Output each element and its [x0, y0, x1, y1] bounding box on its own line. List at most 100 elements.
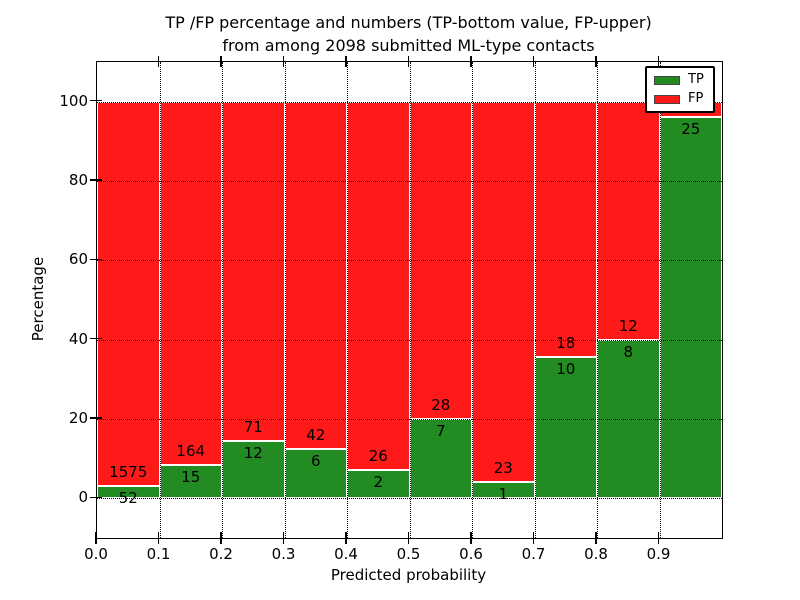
fp-count-label: 28 — [431, 396, 451, 414]
chart-title-line2: from among 2098 submitted ML-type contac… — [222, 36, 595, 55]
bar-segment-tp — [597, 339, 660, 499]
x-tick-label: 0.5 — [396, 545, 421, 563]
fp-count-label: 42 — [306, 425, 326, 444]
fp-count-label: 12 — [618, 316, 638, 335]
horizontal-gridline — [97, 101, 722, 103]
horizontal-gridline — [97, 419, 722, 420]
x-axis-label: Predicted probability — [330, 566, 487, 584]
fp-count-label: 26 — [368, 447, 388, 466]
horizontal-gridline — [97, 181, 722, 182]
legend-item-tp: TP — [654, 73, 706, 87]
tp-count-label: 52 — [118, 488, 138, 507]
legend-label: FP — [688, 91, 704, 106]
y-tick-label: 80 — [68, 171, 88, 189]
bar-segment-tp — [222, 440, 285, 499]
chart-title-line1: TP /FP percentage and numbers (TP-bottom… — [165, 13, 652, 32]
vertical-gridline — [472, 62, 473, 538]
horizontal-gridline — [97, 498, 722, 500]
x-tick-label: 0.9 — [646, 545, 671, 563]
x-tick-label: 0.7 — [521, 545, 546, 563]
x-tick-mark — [407, 532, 410, 544]
x-tick-label: 0.0 — [84, 545, 108, 563]
y-tick-label: 0 — [78, 488, 88, 507]
horizontal-gridline — [97, 260, 722, 262]
tp-count-label: 12 — [243, 443, 263, 462]
bar-segment-fp — [284, 101, 347, 449]
x-tick-mark-top — [345, 56, 347, 67]
x-tick-label: 0.6 — [459, 545, 483, 563]
vertical-gridline — [284, 62, 286, 538]
y-tick-mark — [90, 99, 102, 102]
x-tick-mark-top — [157, 56, 160, 67]
fp-count-label: 23 — [493, 458, 513, 477]
vertical-gridline — [409, 62, 411, 538]
legend-label: TP — [688, 72, 704, 87]
x-tick-mark-top — [532, 56, 535, 67]
legend-swatch-tp — [654, 75, 680, 85]
x-tick-mark — [657, 532, 660, 544]
y-tick-mark — [90, 258, 102, 261]
x-tick-label: 0.1 — [146, 545, 171, 563]
tp-count-label: 7 — [435, 422, 446, 440]
bar-segment-fp — [534, 101, 597, 357]
y-tick-label: 40 — [68, 329, 88, 348]
x-tick-mark — [95, 532, 97, 544]
tp-count-label: 8 — [623, 342, 634, 361]
bar-segment-fp — [159, 101, 222, 465]
x-tick-mark — [220, 532, 222, 544]
fp-count-label: 71 — [243, 417, 263, 436]
vertical-gridline — [597, 62, 598, 538]
bar-segment-fp — [472, 101, 535, 482]
x-tick-mark-top — [282, 56, 285, 67]
y-tick-label: 100 — [59, 91, 88, 110]
bar-segment-fp — [347, 101, 410, 471]
chart-title: TP /FP percentage and numbers (TP-bottom… — [96, 11, 721, 57]
legend: TP FP — [645, 66, 715, 113]
x-tick-mark-top — [470, 56, 472, 67]
x-tick-mark-top — [220, 56, 222, 67]
vertical-gridline — [222, 62, 223, 538]
bar-segment-tp — [159, 465, 222, 499]
fp-count-label: 164 — [176, 442, 206, 460]
fp-count-label: 1575 — [109, 462, 148, 481]
vertical-gridline — [659, 62, 661, 538]
x-tick-mark — [470, 532, 472, 544]
tp-count-label: 10 — [556, 359, 576, 378]
bar-segment-tp — [97, 485, 160, 499]
tp-count-label: 25 — [681, 119, 701, 138]
bar-segment-tp — [659, 116, 722, 499]
x-tick-mark-top — [595, 56, 597, 67]
bar-segment-fp — [222, 101, 285, 441]
y-axis-label: Percentage — [29, 256, 47, 342]
x-tick-mark-top — [657, 56, 660, 67]
x-tick-label: 0.8 — [584, 545, 608, 563]
x-tick-mark — [157, 532, 160, 544]
x-tick-label: 0.4 — [334, 545, 358, 563]
tp-count-label: 15 — [181, 468, 201, 486]
x-tick-mark — [282, 532, 285, 544]
x-tick-mark-top — [407, 56, 410, 67]
bar-segment-fp — [597, 101, 660, 340]
y-tick-label: 60 — [68, 250, 88, 269]
x-tick-mark — [595, 532, 597, 544]
y-tick-mark — [90, 417, 102, 419]
plot-area: 1575 52 164 15 71 12 42 6 26 2 28 7 23 1 18 10 12 8 25 — [96, 61, 723, 539]
tp-count-label: 6 — [310, 451, 321, 470]
legend-item-fp: FP — [654, 92, 706, 106]
y-tick-mark — [90, 337, 102, 340]
tp-count-label: 1 — [498, 484, 509, 503]
y-tick-mark — [90, 179, 102, 181]
horizontal-gridline — [97, 339, 722, 341]
y-tick-label: 20 — [68, 409, 88, 427]
bar-segment-fp — [97, 101, 160, 486]
fp-count-label: 18 — [556, 333, 576, 352]
y-tick-mark — [90, 496, 102, 499]
x-tick-mark — [345, 532, 347, 544]
tp-count-label: 2 — [373, 473, 384, 492]
legend-swatch-fp — [654, 94, 680, 104]
x-tick-label: 0.2 — [209, 545, 233, 563]
bar-segment-tp — [284, 448, 347, 499]
vertical-gridline — [347, 62, 348, 538]
x-tick-mark — [532, 532, 535, 544]
